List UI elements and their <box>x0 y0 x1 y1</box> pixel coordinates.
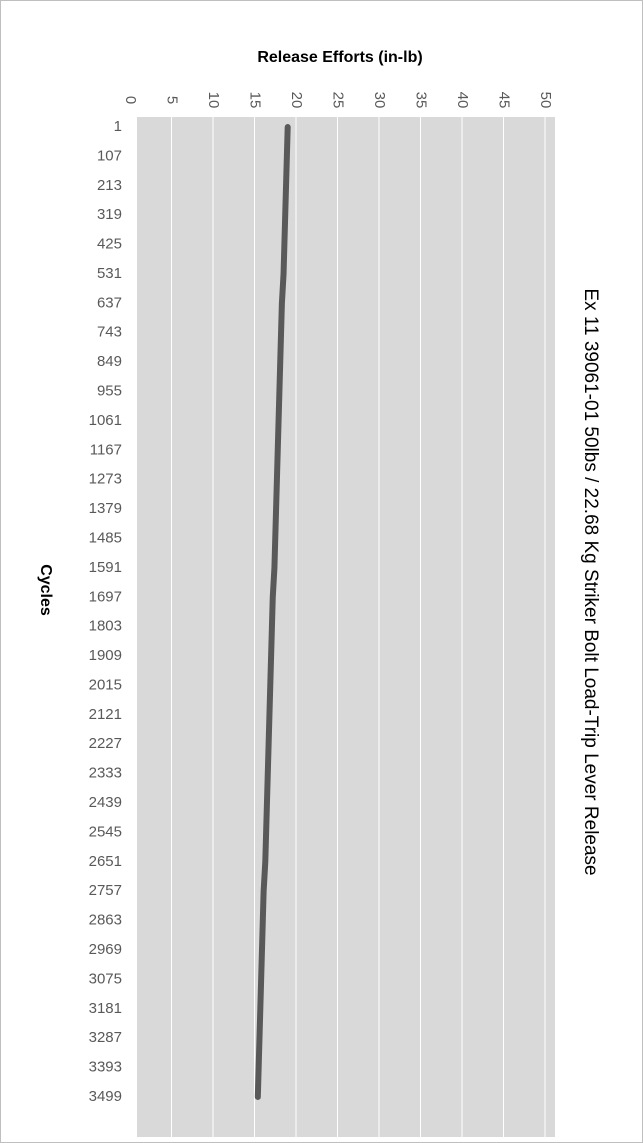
x-tick-label: 1697 <box>89 588 122 605</box>
x-tick-label: 1379 <box>89 500 122 517</box>
x-tick-label: 1803 <box>89 618 122 635</box>
x-tick-label: 637 <box>97 294 122 311</box>
x-tick-label: 2863 <box>89 912 122 929</box>
x-tick-label: 3393 <box>89 1059 122 1076</box>
x-tick-label: 2015 <box>89 676 122 693</box>
x-tick-label: 1909 <box>89 647 122 664</box>
y-tick-label: 10 <box>205 92 222 109</box>
x-tick-label: 1167 <box>90 441 122 458</box>
y-tick-label: 40 <box>454 92 471 109</box>
x-tick-label: 1591 <box>89 559 122 576</box>
x-tick-label: 3181 <box>89 1000 122 1017</box>
x-tick-label: 2757 <box>89 882 122 899</box>
chart-title: Ex 11 39061-01 50lbs / 22.68 Kg Striker … <box>580 288 601 875</box>
y-tick-label: 0 <box>122 96 139 104</box>
value-axis-title: Release Efforts (in-lb) <box>257 49 422 66</box>
y-tick-label: 5 <box>164 96 181 104</box>
x-tick-label: 955 <box>97 383 122 400</box>
x-tick-label: 1061 <box>89 412 122 429</box>
plot-area <box>137 117 555 1137</box>
x-tick-label: 2969 <box>89 941 122 958</box>
x-tick-label: 849 <box>97 353 122 370</box>
x-tick-label: 2545 <box>89 823 122 840</box>
x-tick-label: 3075 <box>89 970 122 987</box>
y-tick-label: 30 <box>371 92 388 109</box>
x-tick-label: 107 <box>97 147 122 164</box>
x-tick-label: 1 <box>114 118 122 135</box>
category-axis-title: Cycles <box>37 564 54 616</box>
x-tick-label: 213 <box>97 177 122 194</box>
x-tick-label: 319 <box>97 206 122 223</box>
y-tick-label: 25 <box>330 92 347 109</box>
x-tick-label: 3287 <box>89 1029 122 1046</box>
data-line <box>254 124 291 1100</box>
x-tick-label: 3499 <box>89 1088 122 1105</box>
x-tick-label: 743 <box>97 324 122 341</box>
y-tick-label: 35 <box>413 92 430 109</box>
y-tick-label: 50 <box>537 92 554 109</box>
y-tick-label: 20 <box>288 92 305 109</box>
x-tick-label: 2651 <box>89 853 122 870</box>
x-tick-label: 531 <box>97 265 122 282</box>
x-tick-label: 1273 <box>89 471 122 488</box>
y-tick-label: 15 <box>247 92 264 109</box>
x-tick-label: 425 <box>97 236 122 253</box>
x-tick-label: 2121 <box>89 706 122 723</box>
x-tick-label: 1485 <box>89 529 122 546</box>
x-tick-label: 2333 <box>89 765 122 782</box>
x-tick-label: 2439 <box>89 794 122 811</box>
x-tick-label: 2227 <box>89 735 122 752</box>
y-tick-label: 45 <box>496 92 513 109</box>
